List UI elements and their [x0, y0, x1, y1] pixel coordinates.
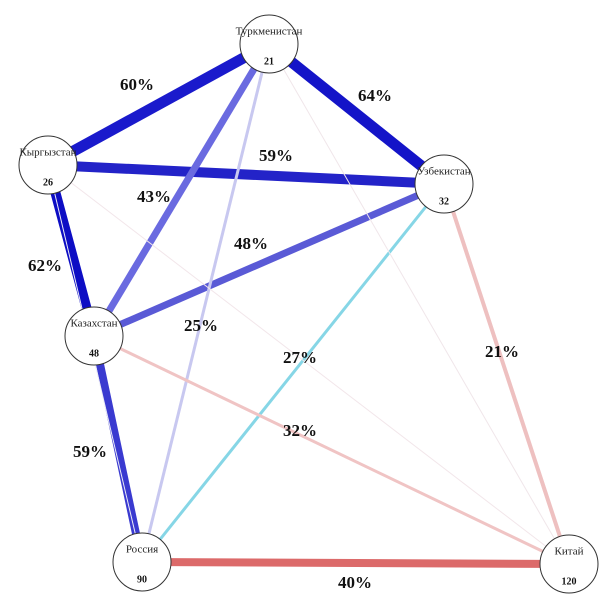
- node-name-kg: Кыргызстан: [19, 147, 76, 159]
- node-value-cn: 120: [562, 576, 577, 587]
- node-name-kz: Казахстан: [70, 318, 117, 330]
- edge-kg-cn: [47, 164, 570, 565]
- edge-label-kg-uz: 59%: [259, 146, 293, 165]
- edge-kg-tm: [45, 39, 272, 170]
- node-kg: Кыргызстан 26: [18, 135, 78, 195]
- node-value-tm: 21: [264, 56, 274, 67]
- edge-label-tm-kz: 43%: [137, 187, 171, 206]
- node-name-ru: Россия: [126, 544, 158, 556]
- edge-label-kz-cn: 32%: [283, 421, 317, 440]
- node-circle-uz: [414, 154, 474, 214]
- edge-kz-cn: [93, 334, 570, 566]
- node-circle-tm: [239, 14, 299, 74]
- node-kz: Казахстан 48: [64, 306, 124, 366]
- edge-label-kg-kz: 62%: [28, 256, 62, 275]
- node-ru: Россия 90: [112, 532, 172, 592]
- edges-layer: [43, 39, 571, 568]
- edge-kg-kz: [43, 163, 99, 338]
- edge-labels-layer: 60% 64% 59% 43% 62% 48% 25% 59% 27% 32% 21% 40%: [28, 75, 519, 592]
- edge-kz-ru: [90, 335, 146, 563]
- edge-label-kz-ru: 59%: [73, 442, 107, 461]
- node-circle-cn: [539, 534, 599, 594]
- nodes-layer: Туркменистан 21 Кыргызстан 26 Узбекистан 32 Ка…: [18, 14, 599, 594]
- edge-tm-cn: [268, 43, 570, 565]
- node-name-tm: Туркменистан: [236, 26, 303, 38]
- edge-ru-cn: [141, 558, 570, 568]
- edge-label-uz-cn: 21%: [485, 342, 519, 361]
- edge-tm-kz: [90, 42, 273, 338]
- node-circle-kz: [64, 306, 124, 366]
- node-cn: Китай 120: [539, 534, 599, 594]
- node-name-cn: Китай: [555, 546, 584, 558]
- edge-label-ru-cn: 40%: [338, 573, 372, 592]
- node-circle-kg: [18, 135, 78, 195]
- edge-label-kg-tm: 60%: [120, 75, 154, 94]
- node-tm: Туркменистан 21: [236, 14, 303, 74]
- edge-label-tm-uz: 64%: [358, 86, 392, 105]
- edge-label-uz-kz: 48%: [234, 234, 268, 253]
- node-value-kg: 26: [43, 177, 53, 188]
- edge-kg-uz: [47, 160, 445, 189]
- node-uz: Узбекистан 32: [414, 154, 474, 214]
- edge-label-tm-ru: 25%: [184, 316, 218, 335]
- edge-tm-uz: [265, 39, 448, 189]
- node-value-uz: 32: [439, 196, 449, 207]
- edge-tm-ru: [140, 43, 271, 563]
- edge-uz-ru: [140, 183, 446, 563]
- node-circle-ru: [112, 532, 172, 592]
- node-value-ru: 90: [137, 574, 147, 585]
- edge-uz-kz: [92, 180, 446, 340]
- node-name-uz: Узбекистан: [417, 166, 470, 178]
- edge-uz-cn: [442, 183, 571, 565]
- edge-label-uz-ru: 27%: [283, 348, 317, 367]
- node-value-kz: 48: [89, 348, 99, 359]
